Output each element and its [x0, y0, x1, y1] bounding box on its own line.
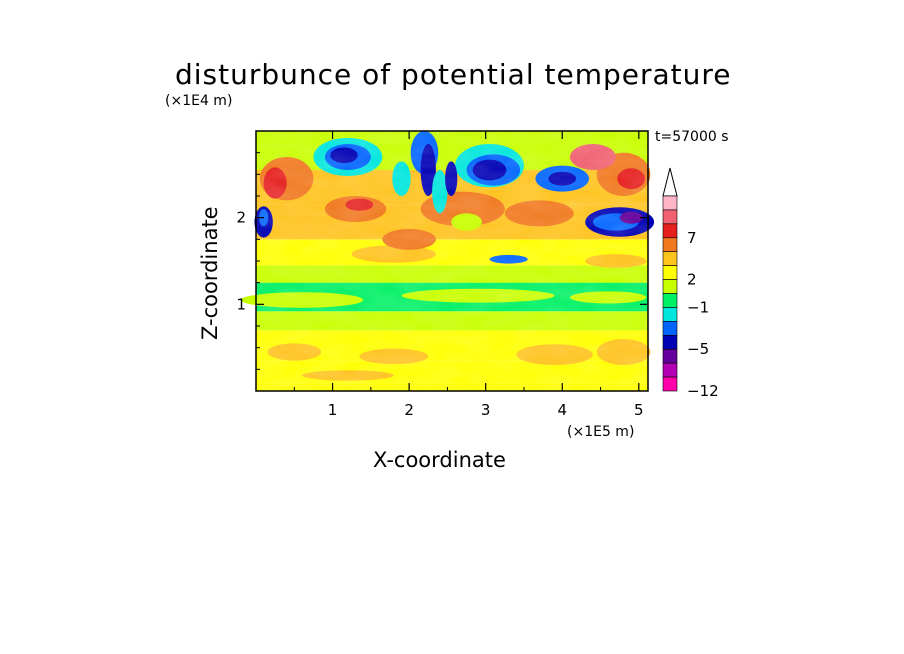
colorbar-arrow — [662, 167, 678, 197]
colorbar-segment — [662, 209, 678, 225]
y-axis-unit: (×1E4 m) — [165, 93, 233, 109]
axis-ticks: 1 2 3 4 5 1 2 — [236, 131, 648, 419]
colorbar-segment — [662, 362, 678, 378]
time-label: t=57000 s — [655, 129, 729, 145]
colorbar-segment — [662, 195, 678, 211]
colorbar-label: −1 — [687, 298, 709, 316]
colorbar-segment — [662, 376, 678, 392]
y-tick-label: 1 — [236, 295, 246, 313]
colorbar: 7 2 −1 −5 −12 — [662, 167, 719, 400]
colorbar-segment — [662, 334, 678, 350]
x-tick-label: 3 — [481, 401, 491, 419]
x-tick-label: 4 — [557, 401, 567, 419]
colorbar-segment — [662, 223, 678, 239]
y-tick-label: 2 — [236, 209, 246, 227]
x-tick-label: 5 — [634, 401, 644, 419]
colorbar-segment — [662, 237, 678, 253]
colorbar-segment — [662, 251, 678, 266]
colorbar-segment — [662, 307, 678, 322]
colorbar-segment — [662, 321, 678, 336]
x-tick-label: 2 — [404, 401, 414, 419]
x-axis-unit: (×1E5 m) — [567, 424, 635, 440]
x-axis-label: X-coordinate — [373, 448, 506, 472]
colorbar-label: −5 — [687, 340, 709, 358]
colorbar-segment — [662, 279, 678, 294]
colorbar-label: 7 — [687, 229, 697, 247]
colorbar-segment — [662, 293, 678, 308]
chart-title: disturbunce of potential temperature — [175, 58, 732, 91]
colorbar-label: 2 — [687, 271, 697, 289]
field-texture — [256, 131, 648, 391]
x-tick-label: 1 — [328, 401, 338, 419]
colorbar-label: −12 — [687, 382, 719, 400]
colorbar-segment — [662, 348, 678, 364]
colorbar-segment — [662, 265, 678, 280]
